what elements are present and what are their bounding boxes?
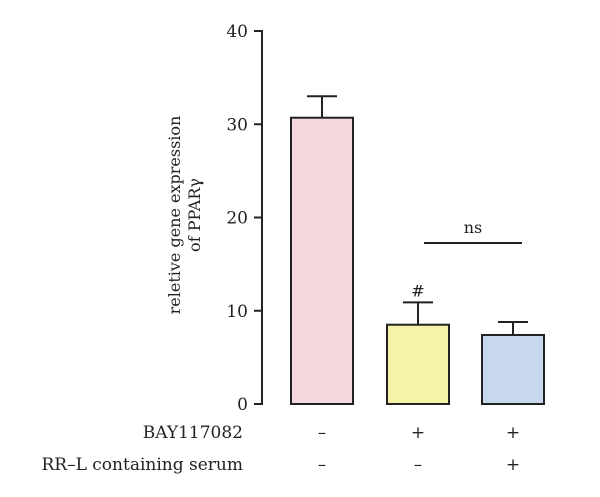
- bar: [481, 333, 545, 405]
- y-tick-label: 30: [226, 115, 248, 135]
- y-tick-label: 10: [226, 302, 248, 322]
- bar: [290, 116, 354, 405]
- bar: [386, 323, 450, 405]
- condition-symbol: +: [506, 423, 520, 443]
- condition-symbol: –: [318, 455, 327, 475]
- y-tick-label: 40: [226, 22, 248, 42]
- condition-symbol: +: [411, 423, 425, 443]
- y-ticks: 0 10 20 30 40: [226, 22, 262, 415]
- condition-symbols: – + + – – +: [318, 423, 520, 475]
- y-axis-title: reletive gene expression of PPARγ: [165, 116, 204, 315]
- condition-symbol: –: [414, 455, 423, 475]
- y-tick-label: 20: [226, 209, 248, 229]
- condition-label-rr-l-serum: RR–L containing serum: [41, 455, 243, 475]
- significance-marker: #: [411, 281, 424, 300]
- condition-symbol: +: [506, 455, 520, 475]
- condition-symbol: –: [318, 423, 327, 443]
- y-tick-label: 0: [237, 395, 248, 415]
- condition-label-bay117082: BAY117082: [143, 423, 243, 443]
- y-axis-title-line2: of PPARγ: [185, 178, 204, 252]
- bars: #: [290, 95, 545, 405]
- comparison-label: ns: [464, 218, 483, 237]
- y-axis-title-line1: reletive gene expression: [165, 116, 184, 315]
